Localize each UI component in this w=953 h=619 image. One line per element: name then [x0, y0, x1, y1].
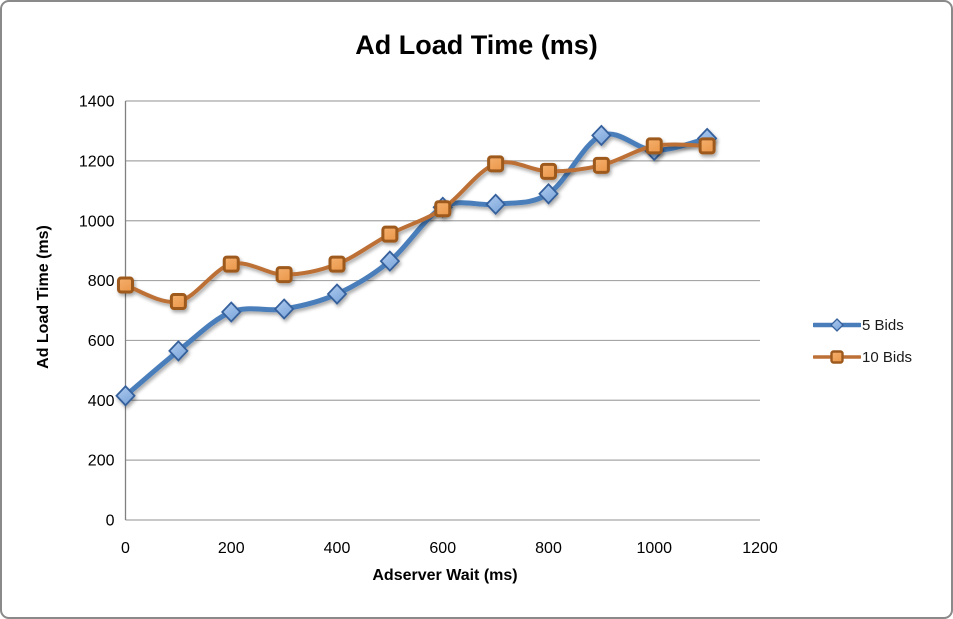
x-tick-label-1200: 1200: [742, 540, 778, 557]
legend-swatch-graphic: [812, 350, 862, 364]
marker-square: [381, 225, 399, 243]
legend-label-5-bids: 5 Bids: [862, 316, 904, 334]
y-tick-label-1200: 1200: [79, 153, 115, 170]
marker-diamond: [221, 301, 242, 323]
x-tick-label-1000: 1000: [636, 540, 672, 557]
chart-title: Ad Load Time (ms): [355, 30, 598, 60]
series-10-bids: [117, 137, 716, 311]
marker-square: [328, 255, 346, 273]
x-tick-label-800: 800: [535, 540, 562, 557]
marker-square: [117, 276, 134, 294]
x-tick-label-600: 600: [429, 540, 456, 557]
marker-square: [698, 137, 716, 155]
legend-label-10-bids: 10 Bids: [862, 348, 913, 366]
marker-diamond: [168, 340, 189, 362]
y-tick-label-0: 0: [106, 513, 115, 530]
series-line: [123, 131, 710, 399]
marker-diamond: [591, 124, 612, 147]
x-axis-title: Adserver Wait (ms): [372, 567, 518, 584]
legend-swatch-10-bids: [812, 348, 862, 366]
marker-diamond: [326, 283, 348, 305]
x-tick-label-200: 200: [218, 540, 245, 557]
marker-square: [275, 266, 293, 284]
marker-diamond: [273, 298, 295, 320]
series-5-bids: [115, 124, 718, 407]
legend-item-10-bids: 10 Bids: [812, 341, 943, 373]
y-tick-label-1000: 1000: [79, 213, 115, 230]
marker-square: [540, 162, 557, 180]
legend-swatch-5-bids: [811, 316, 863, 334]
marker-square: [169, 293, 187, 311]
series-line: [123, 142, 710, 304]
x-tick-label-0: 0: [121, 540, 130, 557]
marker-diamond: [379, 250, 401, 272]
y-tick-label-800: 800: [88, 273, 115, 290]
marker-square: [592, 156, 610, 174]
marker-diamond: [115, 384, 136, 407]
y-tick-label-400: 400: [88, 393, 115, 410]
marker-square: [487, 155, 505, 173]
x-tick-label-400: 400: [324, 540, 351, 557]
legend-item-5-bids: 5 Bids: [811, 309, 943, 341]
y-tick-label-200: 200: [88, 453, 115, 470]
marker-square: [645, 137, 663, 155]
legend-swatch-graphic: [811, 318, 863, 332]
legend: 5 Bids 10 Bids: [811, 309, 943, 373]
marker-diamond: [485, 193, 506, 216]
marker-square: [434, 200, 452, 218]
y-tick-label-1400: 1400: [79, 94, 115, 111]
y-tick-label-600: 600: [88, 333, 115, 350]
marker-diamond: [538, 182, 559, 205]
marker-square: [222, 255, 240, 273]
